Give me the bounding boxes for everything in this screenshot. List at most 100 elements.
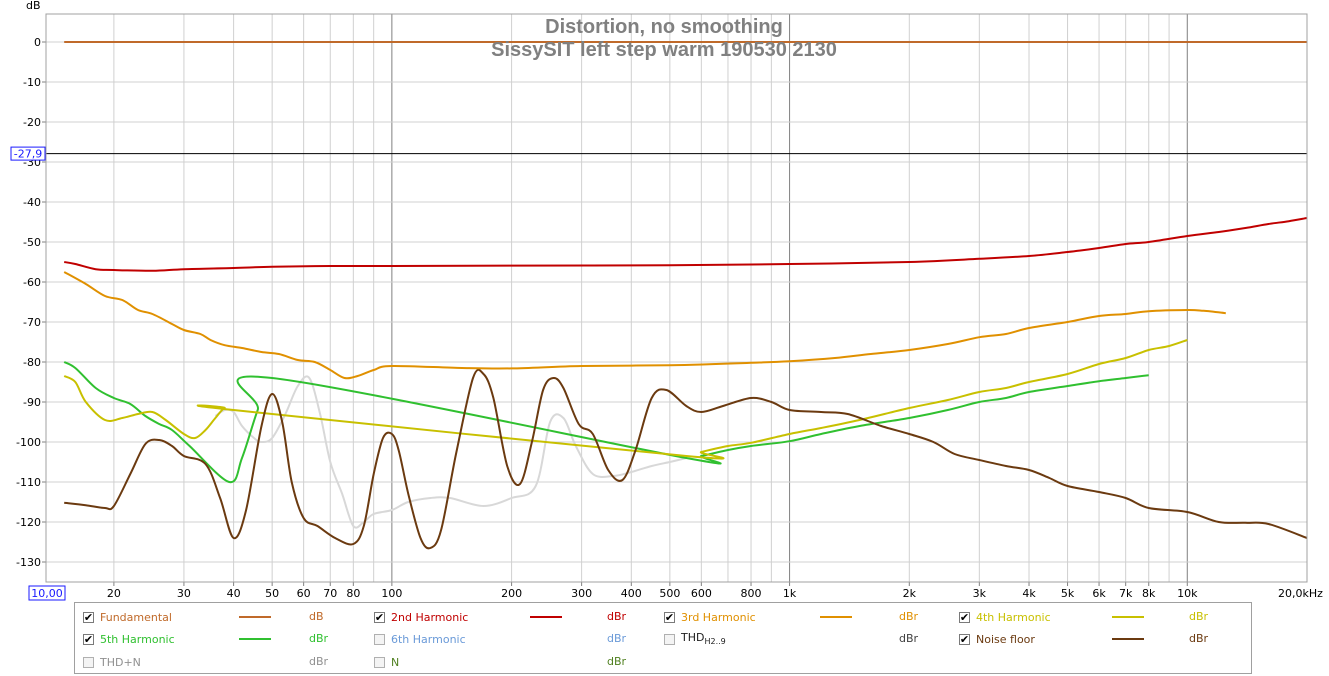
legend-checkbox-3rd-harmonic[interactable]: ✔: [664, 610, 675, 624]
checkmark-icon: ✔: [664, 610, 675, 624]
cursor-box[interactable]: -27,9: [10, 146, 46, 161]
legend-checkbox-thd[interactable]: [664, 633, 675, 645]
plot-frame: [45, 13, 1308, 583]
chart-grid: [42, 14, 1308, 586]
legend-unit-5th-harmonic[interactable]: dBr: [309, 632, 329, 645]
x-tick-label: 80: [346, 587, 360, 600]
legend-unit-n[interactable]: dBr: [607, 655, 627, 668]
x-tick-label: 40: [227, 587, 241, 600]
y-tick-label: -70: [23, 316, 41, 329]
legend-item-fundamental[interactable]: ✔ Fundamental: [83, 607, 172, 627]
legend-item-noise-floor[interactable]: ✔ Noise floor: [959, 629, 1035, 649]
y-tick-label: -100: [16, 436, 41, 449]
x-tick-label: 70: [323, 587, 337, 600]
legend-unit-2nd-harmonic[interactable]: dBr: [607, 610, 627, 623]
legend-label: THDH2..9: [681, 631, 726, 647]
x-tick-label: 30: [177, 587, 191, 600]
legend-unit-6th-harmonic[interactable]: dBr: [607, 632, 627, 645]
legend-label-subscript: H2..9: [704, 637, 726, 647]
legend-item-thd-n[interactable]: THD+N: [83, 652, 141, 672]
legend-unit-3rd-harmonic[interactable]: dBr: [899, 610, 919, 623]
checkmark-icon: ✔: [959, 632, 970, 646]
legend-checkbox-fundamental[interactable]: ✔: [83, 611, 94, 623]
x-tick-label: 200: [501, 587, 522, 600]
distortion-chart: 0-10-20-30-40-50-60-70-80-90-100-110-120…: [10, 0, 1323, 601]
legend-checkbox-noise-floor[interactable]: ✔: [959, 632, 970, 646]
legend-label: N: [391, 655, 400, 669]
x-tick-label: 4k: [1022, 587, 1036, 600]
legend-swatch-noise-floor: [1112, 638, 1144, 640]
y-tick-label: -40: [23, 196, 41, 209]
legend-unit-fundamental[interactable]: dB: [309, 610, 324, 623]
x-tick-label: 20: [107, 587, 121, 600]
legend-swatch-fundamental: [239, 616, 271, 618]
legend-item-thd[interactable]: THDH2..9: [664, 629, 726, 649]
legend-swatch-2nd-harmonic: [530, 616, 562, 618]
checkmark-icon: ✔: [374, 610, 385, 624]
legend-item-5th-harmonic[interactable]: ✔ 5th Harmonic: [83, 629, 175, 649]
legend-label: Noise floor: [976, 632, 1035, 646]
legend-item-2nd-harmonic[interactable]: ✔ 2nd Harmonic: [374, 607, 468, 627]
legend-checkbox-n[interactable]: [374, 656, 385, 668]
y-tick-label: -80: [23, 356, 41, 369]
x-tick-label: 7k: [1119, 587, 1133, 600]
x-tick-label: 6k: [1092, 587, 1106, 600]
x-tick-label: 2k: [903, 587, 917, 600]
series-line-5th-harmonic: [63, 361, 1149, 484]
x-tick-label: 10k: [1177, 587, 1198, 600]
legend-label: 6th Harmonic: [391, 632, 466, 646]
x-tick-label: 60: [297, 587, 311, 600]
series-line-2nd-harmonic: [64, 217, 1308, 272]
legend-item-6th-harmonic[interactable]: 6th Harmonic: [374, 629, 466, 649]
legend-item-n[interactable]: N: [374, 652, 399, 672]
x-tick-label: 8k: [1142, 587, 1156, 600]
y-tick-label: -10: [23, 76, 41, 89]
x-axis-unit: 20,0kHz: [1278, 587, 1323, 600]
y-axis-unit: dB: [26, 0, 41, 12]
legend-unit-4th-harmonic[interactable]: dBr: [1189, 610, 1209, 623]
y-tick-label: -20: [23, 116, 41, 129]
series-line-thd-trace: [214, 375, 687, 529]
legend-unit-noise-floor[interactable]: dBr: [1189, 632, 1209, 645]
chart-title: Distortion, no smoothing: [545, 16, 783, 38]
checkmark-icon: ✔: [959, 610, 970, 624]
x-tick-label: 1k: [783, 587, 797, 600]
y-tick-label: -90: [23, 396, 41, 409]
legend-swatch-3rd-harmonic: [820, 616, 852, 618]
legend-item-3rd-harmonic[interactable]: ✔ 3rd Harmonic: [664, 607, 756, 627]
legend-item-4th-harmonic[interactable]: ✔ 4th Harmonic: [959, 607, 1051, 627]
legend-checkbox-thd-n[interactable]: [83, 656, 94, 668]
x-tick-label: 300: [571, 587, 592, 600]
x-tick-label: 400: [621, 587, 642, 600]
y-tick-label: -120: [16, 516, 41, 529]
legend-swatch-4th-harmonic: [1112, 616, 1144, 618]
legend-checkbox-6th-harmonic[interactable]: [374, 633, 385, 645]
cursor-value: -27,9: [14, 148, 42, 161]
x-tick-label: 800: [741, 587, 762, 600]
series-line-3rd-harmonic: [63, 271, 1226, 380]
legend-unit-thd-n[interactable]: dBr: [309, 655, 329, 668]
y-tick-label: -60: [23, 276, 41, 289]
legend-checkbox-5th-harmonic[interactable]: ✔: [83, 633, 94, 645]
y-tick-label: -130: [16, 556, 41, 569]
legend-label: 3rd Harmonic: [681, 610, 756, 624]
legend-label: 2nd Harmonic: [391, 610, 469, 624]
x-tick-labels: 20 30 40 50 60 70 80 100 200 300 400 500 600 800 1k 2k 3…: [107, 587, 1198, 600]
x-tick-label: 5k: [1061, 587, 1075, 600]
legend-label: 5th Harmonic: [100, 632, 175, 646]
x-min-box[interactable]: 10,00: [28, 585, 66, 601]
y-tick-labels: 0-10-20-30-40-50-60-70-80-90-100-110-120…: [16, 36, 41, 569]
legend-label: Fundamental: [100, 610, 172, 624]
x-tick-label: 50: [265, 587, 279, 600]
x-tick-label: 3k: [973, 587, 987, 600]
chart-series: [63, 41, 1308, 550]
series-line-4th-harmonic: [63, 339, 1188, 460]
legend-swatch-5th-harmonic: [239, 638, 271, 640]
legend-checkbox-4th-harmonic[interactable]: ✔: [959, 610, 970, 624]
legend-checkbox-2nd-harmonic[interactable]: ✔: [374, 610, 385, 624]
chart-subtitle: SissySIT left step warm 190530 2130: [491, 39, 837, 61]
legend-unit-thd[interactable]: dBr: [899, 632, 919, 645]
y-tick-label: -50: [23, 236, 41, 249]
x-tick-label: 600: [691, 587, 712, 600]
x-tick-label: 100: [381, 587, 402, 600]
